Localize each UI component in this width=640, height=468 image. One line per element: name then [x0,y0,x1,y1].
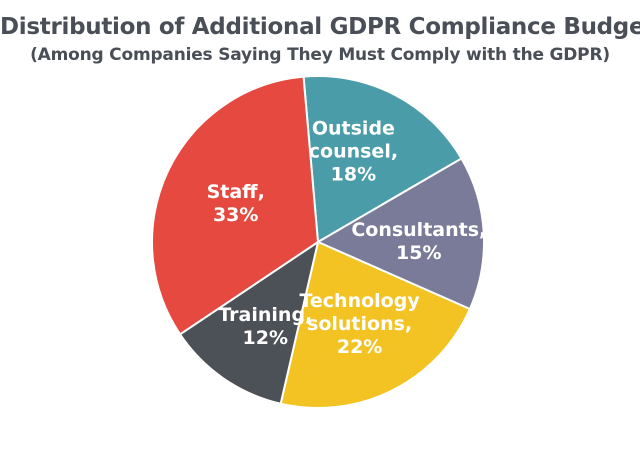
pie-labels: Outside counsel, 18% Consultants, 15% Technol… [207,118,487,359]
pie-slice-training [179,241,319,405]
slice-label-consultants: Consultants, 15% [351,219,486,264]
slice-label-line: 22% [337,336,382,358]
pie-slice-consultants [317,157,485,310]
slice-label-line: Consultants, [351,219,486,241]
slice-label-outside-counsel: Outside counsel, 18% [309,118,398,186]
chart-subtitle: (Among Companies Saying They Must Comply… [30,45,610,65]
chart-title: Distribution of Additional GDPR Complian… [0,14,640,40]
slice-label-line: 33% [213,204,258,226]
pie-slices [151,75,485,409]
pie-slice-staff [151,75,319,336]
slice-label-line: Outside [312,118,395,140]
slice-label-line: Training, [218,304,312,326]
slice-label-technology-solutions: Technology solutions, 22% [299,290,420,358]
slice-label-line: 18% [331,164,376,186]
pie-slice-outside-counsel [302,75,463,243]
slice-label-line: 12% [243,327,288,349]
slice-label-line: 15% [396,242,441,264]
slice-label-line: Technology [299,290,420,312]
slice-label-staff: Staff, 33% [207,181,265,226]
slice-label-line: counsel, [309,141,398,163]
slice-label-line: solutions, [307,313,412,335]
slice-label-training: Training, 12% [218,304,312,349]
slice-label-line: Staff, [207,181,265,203]
pie-slice-technology-solutions [279,241,471,409]
